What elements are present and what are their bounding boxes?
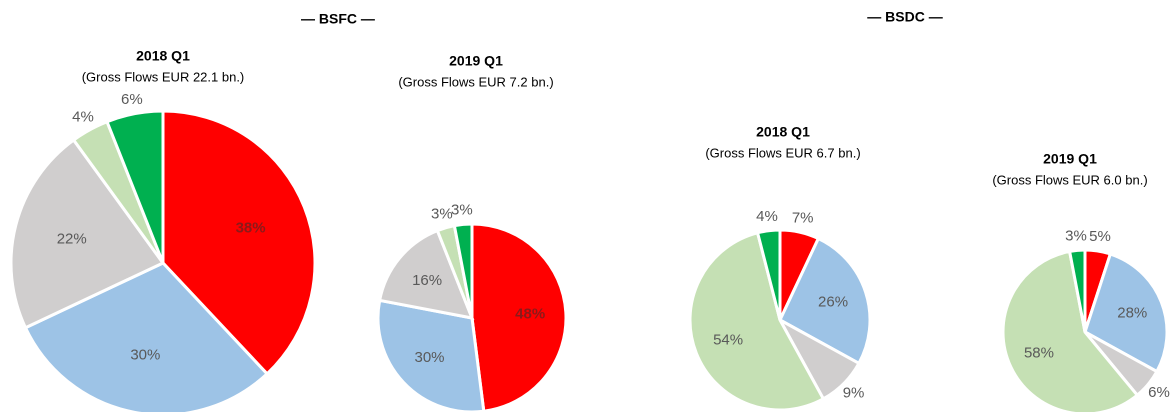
chart-title: 2019 Q1 — [449, 53, 503, 69]
chart-title: 2019 Q1 — [1043, 151, 1097, 167]
slice-label: 54% — [713, 332, 743, 349]
group-title: — BSFC — — [301, 11, 375, 27]
slice-label: 16% — [412, 272, 442, 289]
slice-label: 3% — [431, 205, 453, 222]
group-title: — BSDC — — [867, 9, 942, 25]
chart-subtitle: (Gross Flows EUR 6.0 bn.) — [992, 172, 1147, 187]
slice-label: 48% — [515, 305, 545, 322]
pie-slice — [9, 137, 166, 330]
pie-slice — [452, 222, 474, 319]
pie-slice — [377, 228, 475, 320]
slice-label: 7% — [792, 209, 814, 226]
chart-subtitle: (Gross Flows EUR 6.7 bn.) — [705, 145, 860, 160]
pie-slice — [755, 228, 782, 321]
pie-slice — [688, 230, 826, 412]
slice-label: 4% — [72, 109, 94, 126]
slice-label: 30% — [415, 349, 445, 366]
chart-title: 2018 Q1 — [136, 48, 190, 64]
slice-label: 58% — [1024, 345, 1054, 362]
pie-slice — [1067, 248, 1087, 333]
slice-label: 22% — [57, 231, 87, 248]
slice-label: 9% — [843, 385, 865, 402]
slice-label: 28% — [1117, 304, 1147, 321]
slice-label: 5% — [1089, 228, 1111, 245]
slice-label: 30% — [130, 347, 160, 364]
slice-label: 38% — [236, 219, 266, 236]
pie-slice — [105, 109, 165, 264]
slice-label: 6% — [121, 91, 143, 108]
chart-title: 2018 Q1 — [756, 124, 810, 140]
pie-slice — [470, 222, 568, 412]
pie-slice — [1001, 249, 1140, 412]
slice-label: 26% — [818, 294, 848, 311]
pie-slice — [161, 109, 317, 376]
slice-label: 3% — [451, 201, 473, 218]
chart-subtitle: (Gross Flows EUR 7.2 bn.) — [398, 74, 553, 89]
slice-label: 6% — [1148, 384, 1170, 401]
chart-subtitle: (Gross Flows EUR 22.1 bn.) — [82, 69, 245, 84]
slice-label: 3% — [1065, 227, 1087, 244]
slice-label: 4% — [756, 208, 778, 225]
